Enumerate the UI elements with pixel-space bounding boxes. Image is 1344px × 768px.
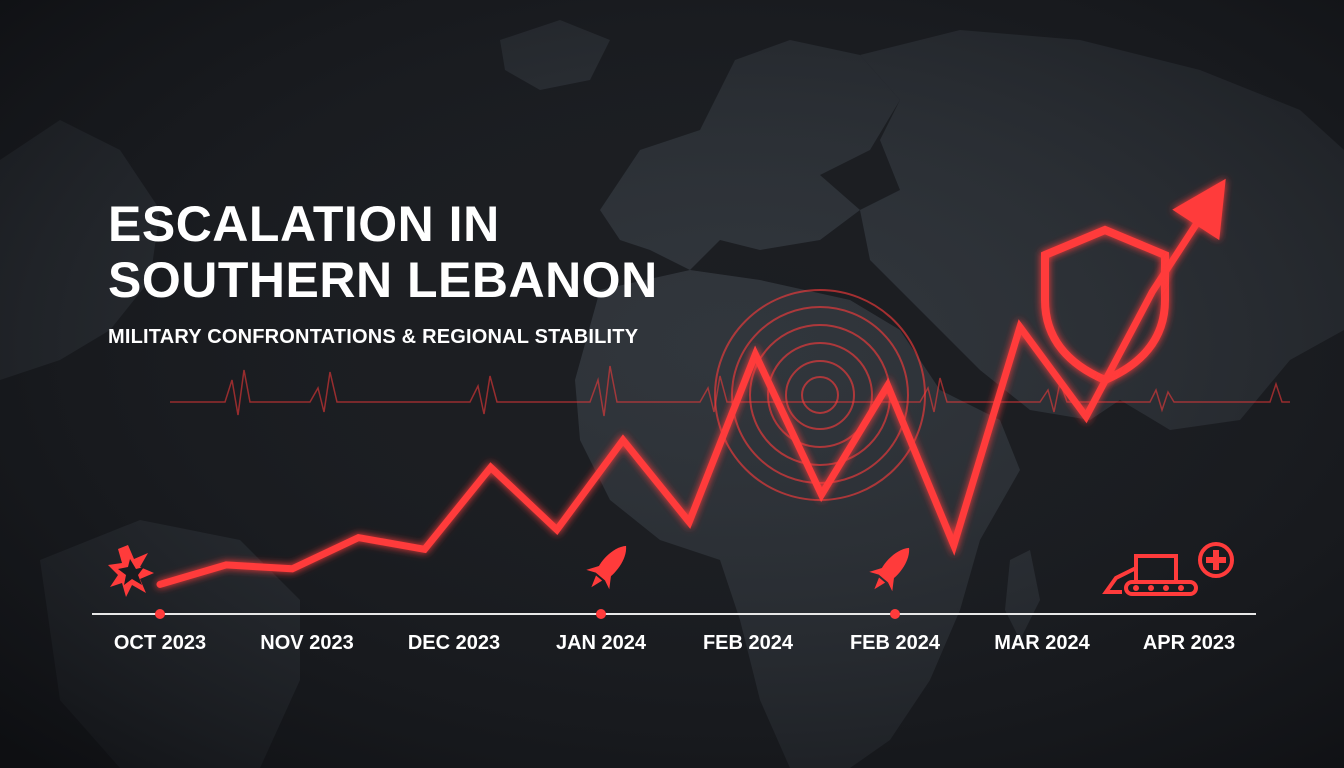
x-tick-label: NOV 2023 — [260, 632, 354, 654]
series-point — [1083, 413, 1090, 420]
axis-tick-markers — [155, 609, 900, 619]
x-tick-label: APR 2023 — [1142, 632, 1236, 654]
series-point — [752, 351, 759, 358]
x-tick-label: MAR 2024 — [994, 632, 1090, 654]
rocket-icon — [869, 547, 910, 592]
series-point — [1016, 324, 1023, 330]
series-point — [421, 546, 428, 553]
series-point — [1149, 288, 1156, 295]
x-tick-label: DEC 2023 — [407, 632, 501, 654]
x-tick-label: JAN 2024 — [555, 632, 647, 654]
rocket-icon — [586, 545, 627, 590]
title-block: ESCALATION IN SOUTHERN LEBANON — [108, 196, 658, 308]
series-point — [884, 382, 891, 389]
page-title-line-2: SOUTHERN LEBANON — [108, 252, 658, 308]
axis-event-dot — [890, 609, 900, 619]
series-point — [950, 542, 957, 549]
page-subtitle: MILITARY CONFRONTATIONS & REGIONAL STABI… — [108, 326, 639, 348]
arrow-up-icon — [1172, 178, 1226, 241]
series-point — [818, 491, 825, 498]
explosion-icon — [108, 545, 154, 597]
series-point — [553, 526, 560, 533]
x-tick-label: OCT 2023 — [113, 632, 207, 654]
x-tick-label: FEB 2024 — [702, 632, 794, 654]
axis-event-dot — [155, 609, 165, 619]
series-point — [223, 561, 230, 568]
series-points — [157, 288, 1156, 588]
x-tick-label: FEB 2024 — [849, 632, 941, 654]
medical-cross-icon — [1198, 542, 1234, 578]
series-point — [487, 464, 494, 471]
series-point — [289, 565, 296, 572]
bulldozer-icon — [1102, 554, 1198, 596]
axis-event-dot — [596, 609, 606, 619]
heartbeat-line-icon — [170, 365, 1290, 417]
series-point — [620, 437, 627, 444]
series-point — [686, 519, 693, 525]
series-point — [355, 534, 362, 541]
page-title-line-1: ESCALATION IN — [108, 196, 500, 252]
series-point — [157, 581, 163, 588]
